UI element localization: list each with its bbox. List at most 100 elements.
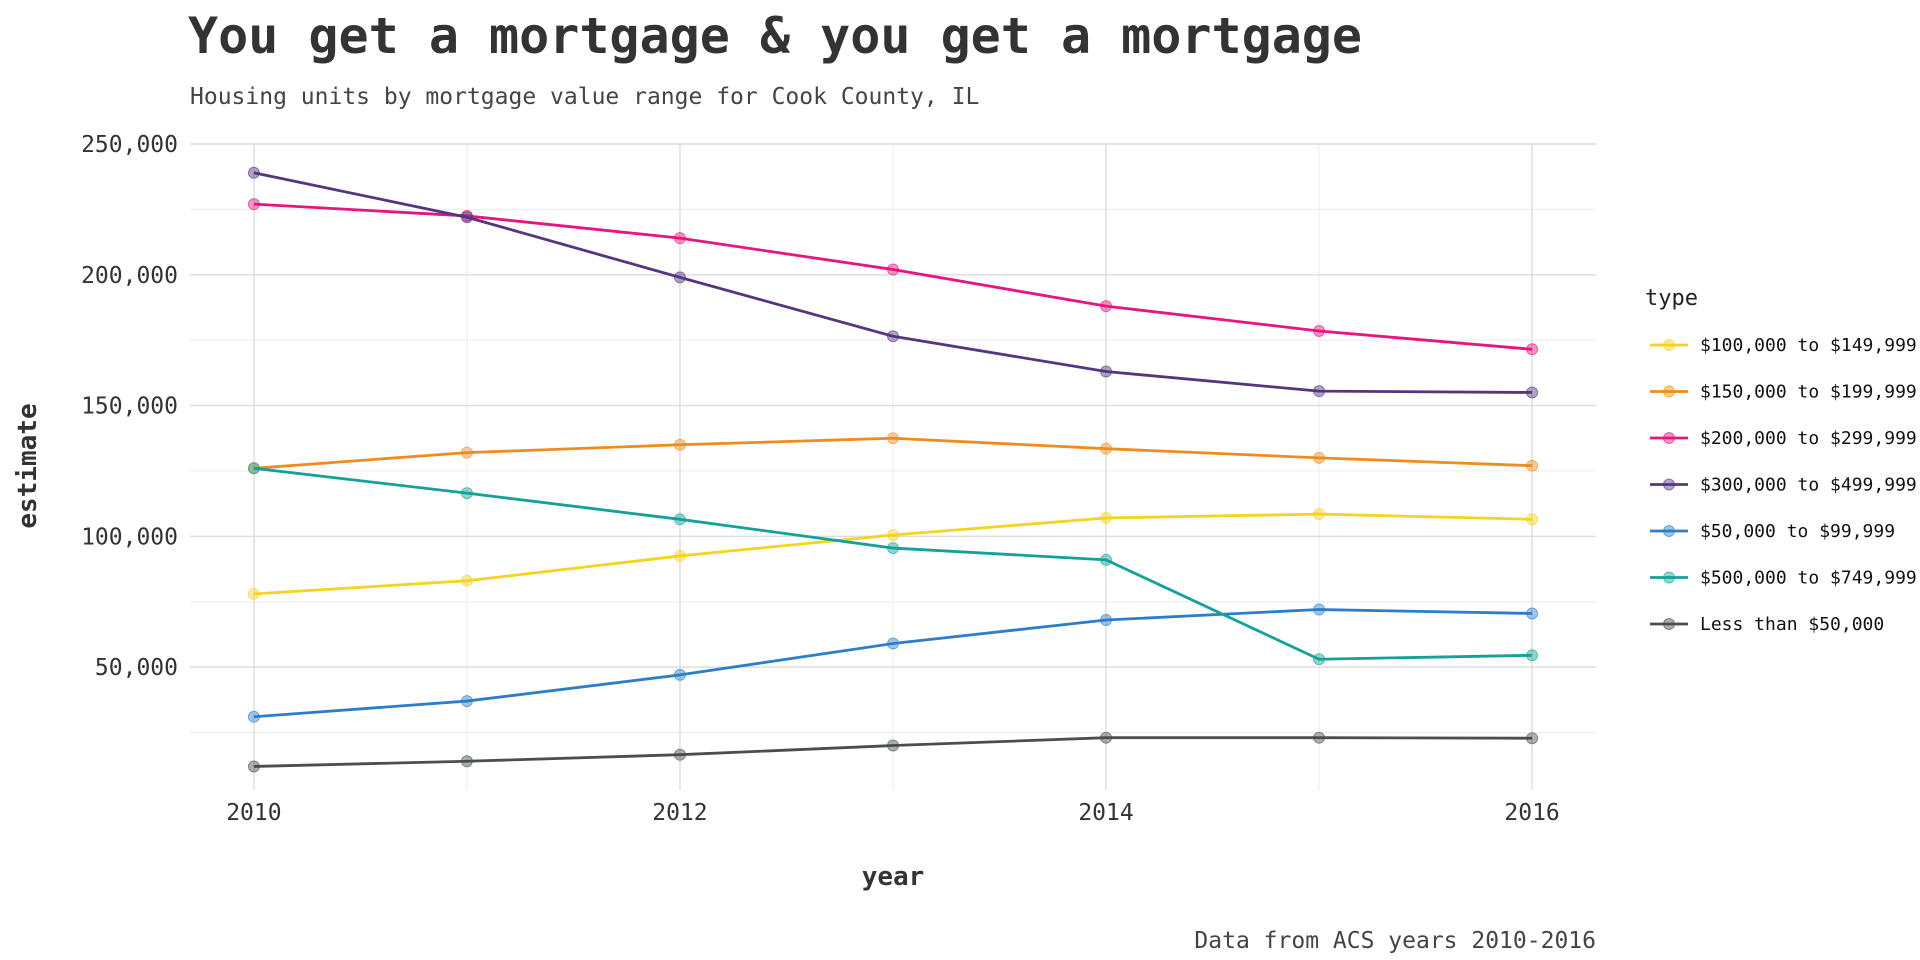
data-point bbox=[1100, 731, 1113, 744]
y-tick-label: 250,000 bbox=[81, 132, 178, 158]
data-point bbox=[1100, 365, 1113, 378]
y-tick-label: 150,000 bbox=[81, 394, 178, 420]
legend-label: $500,000 to $749,999 bbox=[1700, 568, 1917, 589]
legend-item: $300,000 to $499,999 bbox=[1650, 475, 1917, 496]
y-tick-label: 100,000 bbox=[81, 524, 178, 550]
legend-key-point bbox=[1663, 339, 1675, 351]
data-point bbox=[1526, 607, 1539, 620]
grid bbox=[190, 143, 1596, 790]
data-point bbox=[1313, 508, 1326, 521]
data-point bbox=[1313, 653, 1326, 666]
data-point bbox=[1100, 300, 1113, 313]
data-point bbox=[1100, 512, 1113, 524]
data-point bbox=[1526, 513, 1539, 526]
data-point bbox=[460, 755, 473, 768]
data-point bbox=[1526, 386, 1539, 399]
data-point bbox=[460, 487, 473, 500]
legend-item: $100,000 to $149,999 bbox=[1650, 335, 1917, 356]
chart-caption: Data from ACS years 2010-2016 bbox=[1194, 928, 1596, 954]
series-line bbox=[253, 466, 1533, 661]
data-point bbox=[673, 438, 686, 451]
data-point bbox=[1100, 442, 1113, 455]
data-point bbox=[1526, 343, 1539, 356]
data-point bbox=[673, 668, 686, 681]
y-tick-label: 200,000 bbox=[81, 263, 178, 289]
series-line bbox=[253, 171, 1533, 394]
legend-key-point bbox=[1663, 618, 1675, 630]
series-group-item bbox=[247, 166, 1539, 399]
legend-item: Less than $50,000 bbox=[1650, 614, 1884, 635]
data-point bbox=[460, 574, 473, 587]
chart-subtitle: Housing units by mortgage value range fo… bbox=[190, 84, 979, 110]
data-point bbox=[247, 710, 260, 723]
legend-key-point bbox=[1663, 478, 1675, 491]
data-point bbox=[1313, 603, 1326, 616]
x-tick-label: 2012 bbox=[652, 800, 707, 826]
x-tick-label: 2016 bbox=[1504, 800, 1559, 826]
legend-label: $50,000 to $99,999 bbox=[1700, 521, 1895, 542]
chart-title: You get a mortgage & you get a mortgage bbox=[188, 7, 1362, 65]
data-point bbox=[887, 263, 899, 276]
data-point bbox=[1526, 459, 1539, 472]
legend-key-point bbox=[1663, 571, 1675, 584]
data-point bbox=[247, 166, 260, 179]
data-point bbox=[460, 446, 473, 459]
legend-key-point bbox=[1663, 385, 1675, 398]
legend-item: $50,000 to $99,999 bbox=[1650, 521, 1895, 542]
legend-key-point bbox=[1663, 432, 1675, 444]
legend-label: $200,000 to $299,999 bbox=[1700, 428, 1917, 449]
legend-item: $200,000 to $299,999 bbox=[1650, 428, 1917, 449]
data-point bbox=[1526, 732, 1539, 745]
data-point bbox=[673, 232, 686, 245]
series-group-item bbox=[247, 603, 1539, 723]
data-point bbox=[247, 198, 260, 211]
x-axis-title: year bbox=[862, 862, 925, 892]
data-point bbox=[1526, 649, 1539, 662]
legend: type $100,000 to $149,999 $150,000 to $19… bbox=[1645, 286, 1917, 635]
legend-item: $150,000 to $199,999 bbox=[1650, 382, 1917, 403]
data-point bbox=[1100, 614, 1113, 626]
legend-label: $300,000 to $499,999 bbox=[1700, 475, 1917, 496]
data-point bbox=[887, 637, 899, 650]
series-group-item bbox=[247, 462, 1539, 666]
data-point bbox=[1313, 325, 1326, 337]
data-point bbox=[673, 271, 686, 284]
x-axis: 2010 2012 2014 2016 bbox=[226, 800, 1560, 826]
data-point bbox=[887, 542, 899, 555]
x-tick-label: 2010 bbox=[226, 800, 281, 826]
series-line bbox=[253, 736, 1533, 768]
series-group-item bbox=[247, 508, 1539, 600]
data-point bbox=[247, 587, 260, 600]
data-point bbox=[1313, 731, 1326, 744]
data-point bbox=[887, 330, 899, 343]
data-point bbox=[1313, 385, 1326, 398]
y-tick-label: 50,000 bbox=[95, 655, 178, 681]
legend-label: $100,000 to $149,999 bbox=[1700, 335, 1917, 356]
data-point bbox=[887, 739, 899, 752]
series-group bbox=[247, 166, 1539, 773]
series-group-item bbox=[247, 432, 1539, 475]
data-point bbox=[460, 695, 473, 708]
x-tick-label: 2014 bbox=[1078, 800, 1133, 826]
legend-title: type bbox=[1645, 286, 1698, 311]
legend-item: $500,000 to $749,999 bbox=[1650, 568, 1917, 589]
y-axis: 50,000 100,000 150,000 200,000 250,000 bbox=[81, 132, 178, 681]
data-point bbox=[673, 549, 686, 562]
legend-label: $150,000 to $199,999 bbox=[1700, 382, 1917, 403]
data-point bbox=[1100, 553, 1113, 566]
series-group-item bbox=[247, 731, 1539, 773]
data-point bbox=[673, 748, 686, 761]
data-point bbox=[1313, 451, 1326, 464]
y-axis-title: estimate bbox=[13, 403, 43, 528]
data-point bbox=[247, 760, 260, 773]
series-line bbox=[253, 608, 1533, 719]
data-point bbox=[460, 211, 473, 224]
legend-key-point bbox=[1663, 525, 1675, 537]
legend-label: Less than $50,000 bbox=[1700, 614, 1884, 635]
data-point bbox=[673, 513, 686, 526]
series-line bbox=[253, 512, 1533, 596]
data-point bbox=[887, 529, 899, 541]
series-line bbox=[253, 436, 1533, 470]
data-point bbox=[887, 432, 899, 445]
